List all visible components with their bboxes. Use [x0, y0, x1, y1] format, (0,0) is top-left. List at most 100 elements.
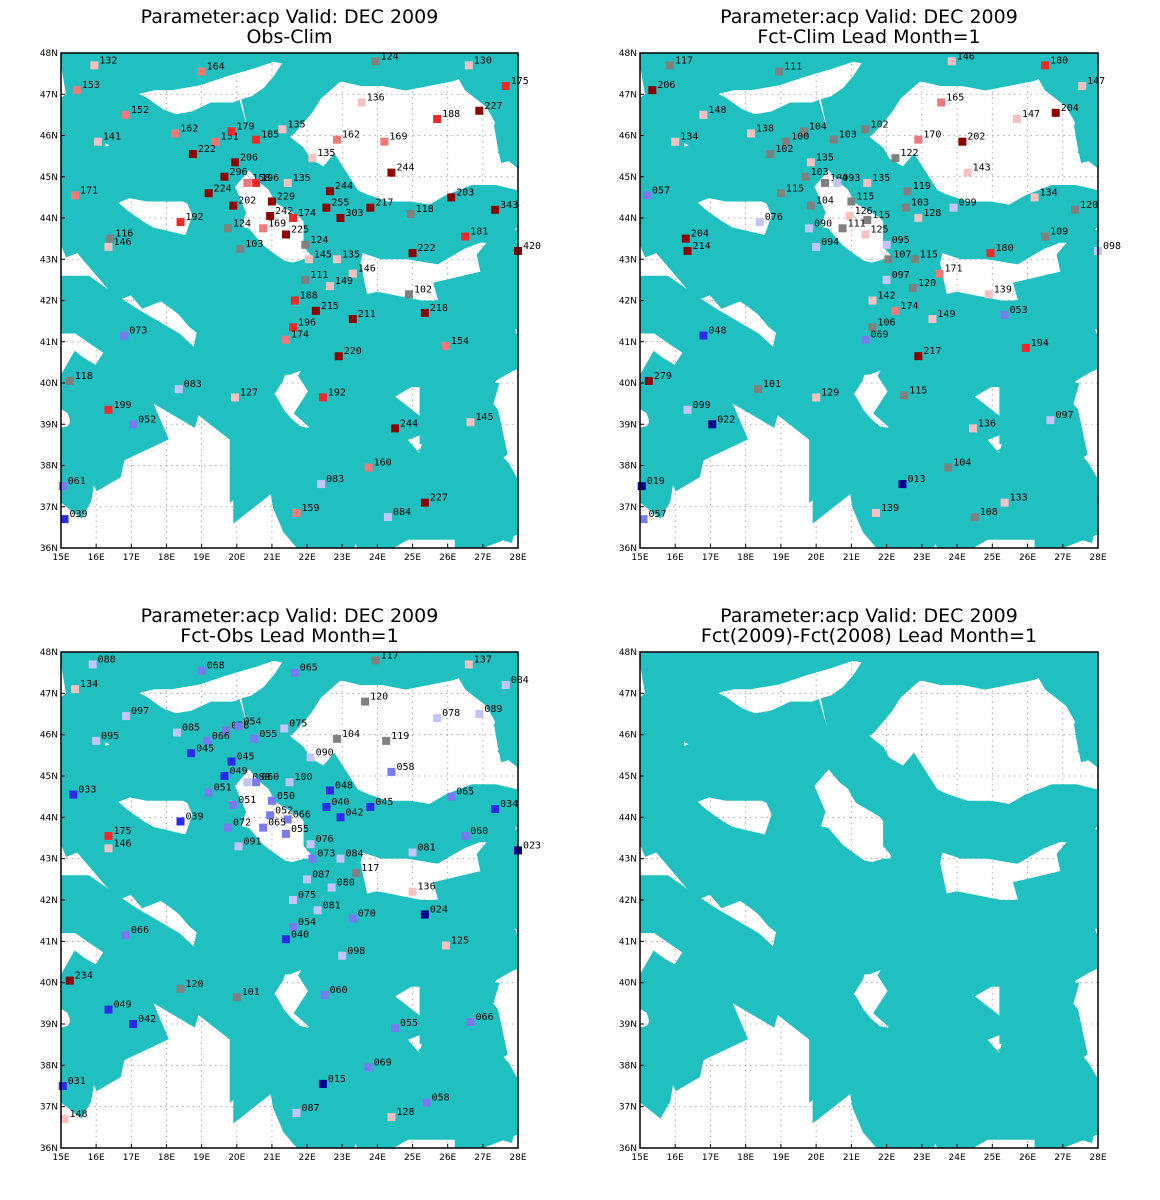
station-value-label: 196 — [298, 317, 316, 328]
station-value-label: 031 — [68, 1076, 86, 1087]
station-marker — [643, 191, 652, 200]
station-marker — [1012, 115, 1021, 123]
station-value-label: 118 — [75, 371, 93, 382]
lon-tick-label: 15E — [52, 1153, 69, 1163]
lat-tick-label: 47N — [40, 90, 58, 100]
station-marker — [174, 385, 183, 394]
station-marker — [383, 513, 392, 522]
station-value-label: 091 — [244, 836, 262, 847]
station-marker — [338, 951, 347, 960]
station-value-label: 125 — [451, 935, 469, 946]
station-value-label: 084 — [511, 675, 529, 686]
station-marker — [289, 896, 298, 904]
station-value-label: 202 — [238, 196, 256, 207]
station-marker — [461, 831, 470, 840]
station-marker — [327, 883, 336, 892]
station-value-label: 081 — [418, 842, 436, 853]
map-area — [640, 652, 1098, 1148]
station-marker — [90, 61, 99, 70]
lon-tick-label: 24E — [369, 553, 386, 563]
lon-tick-label: 18E — [158, 1153, 175, 1163]
station-value-label: 075 — [298, 890, 316, 901]
station-marker — [637, 482, 646, 491]
station-markers: 088 134 068 065 117 137 084 120 097 078 089 095 085 0… — [58, 650, 541, 1124]
station-value-label: 139 — [881, 503, 899, 514]
station-marker — [441, 941, 450, 950]
lat-tick-label: 38N — [40, 1061, 58, 1071]
station-marker — [93, 137, 102, 146]
station-value-label: 217 — [923, 346, 941, 357]
lon-tick-label: 27E — [1054, 553, 1071, 563]
station-marker — [320, 991, 329, 1000]
station-value-label: 033 — [78, 785, 96, 796]
lon-tick-label: 26E — [439, 553, 456, 563]
station-marker — [348, 315, 357, 324]
station-value-label: 135 — [287, 119, 305, 130]
panel-title-line1: Parameter:acp Valid: DEC 2009 — [141, 605, 439, 627]
station-value-label: 151 — [221, 132, 239, 143]
station-marker — [868, 296, 877, 305]
station-value-label: 045 — [375, 797, 393, 808]
station-value-label: 222 — [418, 243, 436, 254]
station-marker — [944, 463, 953, 472]
station-marker — [325, 786, 334, 795]
station-marker — [229, 800, 238, 809]
station-marker — [829, 135, 838, 144]
station-value-label: 122 — [900, 148, 918, 159]
station-marker — [243, 778, 252, 787]
station-value-label: 052 — [275, 805, 293, 816]
station-value-label: 055 — [291, 824, 309, 835]
lat-tick-label: 36N — [619, 544, 637, 554]
station-value-label: 145 — [314, 249, 332, 260]
station-value-label: 124 — [310, 235, 328, 246]
station-value-label: 100 — [295, 772, 313, 783]
station-marker — [60, 515, 69, 524]
station-marker — [863, 178, 872, 187]
station-marker — [290, 668, 299, 677]
station-value-label: 126 — [855, 206, 873, 217]
station-marker — [361, 697, 370, 706]
station-marker — [820, 178, 829, 187]
station-value-label: 097 — [892, 270, 910, 281]
station-marker — [120, 331, 129, 340]
station-value-label: 136 — [978, 418, 996, 429]
station-value-label: 034 — [500, 799, 518, 810]
lat-tick-label: 47N — [40, 689, 58, 699]
station-value-label: 042 — [345, 807, 363, 818]
station-marker — [259, 823, 268, 832]
lat-tick-label: 44N — [40, 214, 58, 224]
station-value-label: 100 — [791, 132, 809, 143]
station-marker — [847, 197, 856, 206]
station-value-label: 073 — [317, 849, 335, 860]
station-marker — [301, 240, 310, 249]
station-marker — [891, 154, 900, 163]
station-marker — [303, 875, 312, 884]
station-marker — [289, 214, 298, 222]
station-value-label: 148 — [70, 1109, 88, 1120]
lon-tick-label: 20E — [808, 553, 825, 563]
lon-tick-label: 15E — [52, 553, 69, 563]
station-value-label: 171 — [944, 264, 962, 275]
station-marker — [366, 803, 375, 811]
station-value-label: 013 — [907, 474, 925, 485]
lat-tick-label: 47N — [619, 90, 637, 100]
station-value-label: 169 — [389, 132, 407, 143]
station-marker — [914, 135, 923, 144]
station-marker — [806, 201, 815, 210]
station-value-label: 078 — [442, 708, 460, 719]
station-value-label: 069 — [374, 1057, 392, 1068]
station-value-label: 104 — [830, 173, 848, 184]
station-value-label: 145 — [476, 412, 494, 423]
station-marker — [267, 197, 276, 206]
station-value-label: 244 — [396, 163, 414, 174]
station-value-label: 048 — [708, 326, 726, 337]
station-marker — [447, 792, 456, 801]
station-marker — [405, 290, 414, 299]
station-marker — [910, 255, 919, 264]
station-value-label: 066 — [131, 925, 149, 936]
station-marker — [289, 323, 298, 332]
lat-tick-label: 36N — [40, 544, 58, 554]
station-value-label: 083 — [184, 379, 202, 390]
